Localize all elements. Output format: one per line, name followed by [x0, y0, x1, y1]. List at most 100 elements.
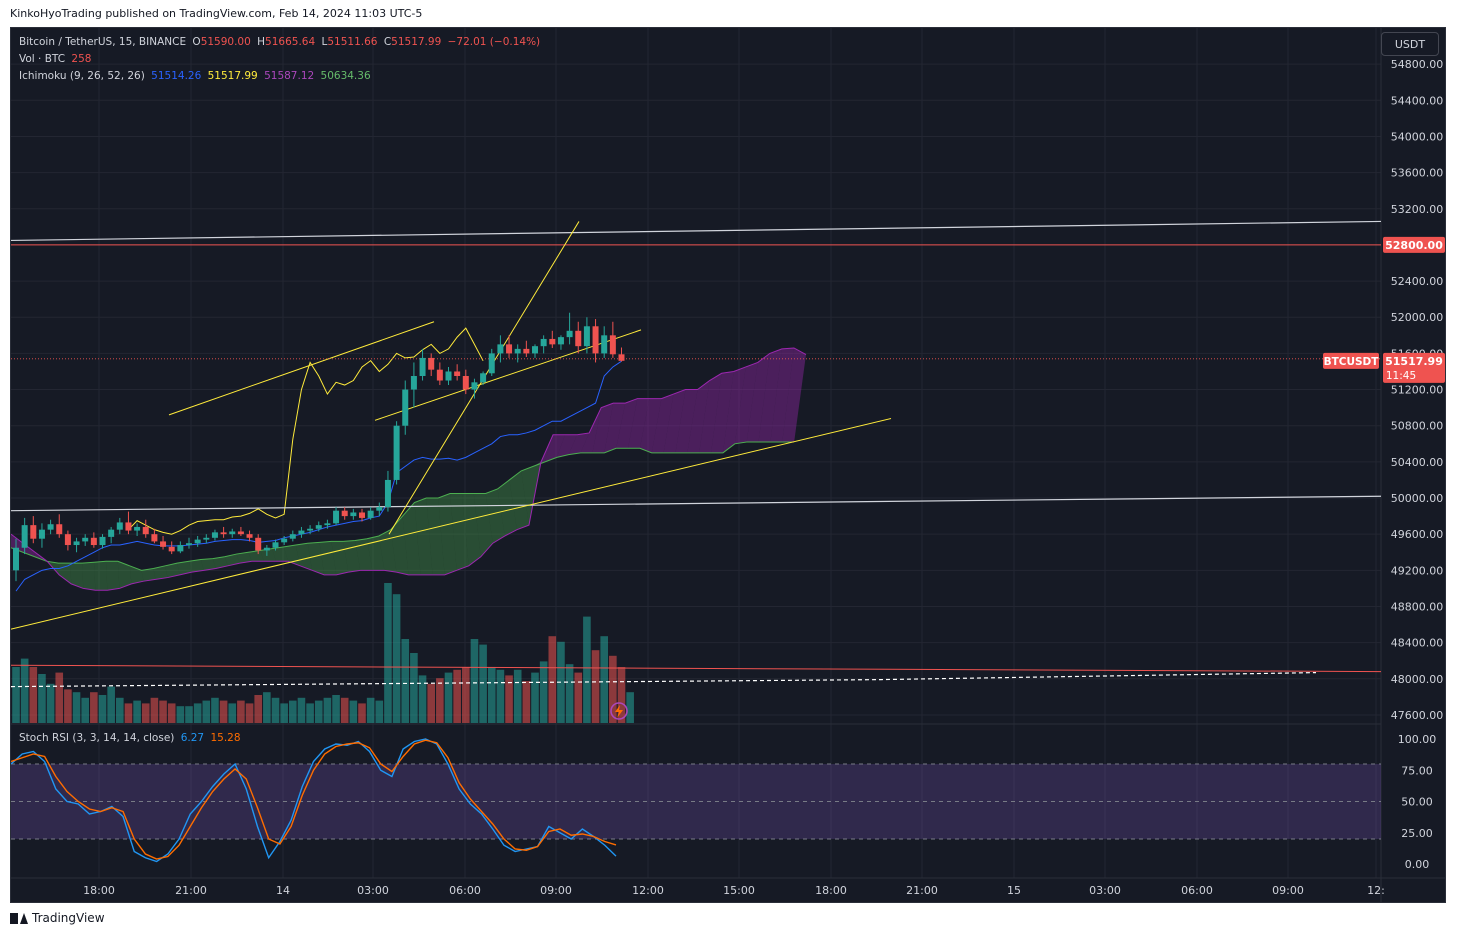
volume-bar — [98, 695, 107, 723]
candle-body — [272, 542, 279, 548]
ichimoku-cloud-segment — [616, 398, 638, 449]
ichimoku-cloud-segment — [556, 434, 578, 458]
ichimoku-label[interactable]: Ichimoku (9, 26, 52, 26) — [19, 70, 145, 82]
volume-bar — [617, 667, 626, 723]
ichimoku-cloud-segment — [734, 362, 758, 444]
ichimoku-cloud-segment — [758, 348, 782, 442]
ichimoku-cloud-segment — [699, 373, 722, 453]
ichimoku-cloud-segment — [70, 563, 84, 589]
ichimoku-cloud-segment — [521, 461, 541, 526]
ichimoku-cloud-segment — [212, 556, 228, 569]
volume-bar — [349, 700, 358, 723]
symbol-title[interactable]: Bitcoin / TetherUS, 15, BINANCE — [19, 36, 187, 48]
volume-bar — [64, 689, 72, 723]
ichimoku-cloud-segment — [188, 559, 204, 573]
candle-body — [307, 528, 314, 531]
candle-body — [134, 526, 141, 531]
level-price-label: 52800.00 — [1385, 239, 1443, 252]
price-tick-label: 49600.00 — [1391, 528, 1444, 541]
volume-bar — [609, 655, 617, 723]
volume-bar — [237, 700, 245, 723]
ichimoku-lead-b-value: 51587.12 — [264, 70, 315, 82]
ichimoku-cloud-segment — [426, 498, 445, 575]
candle-body — [462, 376, 469, 390]
ichimoku-cloud-segment — [105, 561, 120, 591]
volume-bar — [107, 686, 115, 723]
chart-frame[interactable]: 54800.00 54400.00 54000.00 53600.00 53200.00… — [10, 27, 1446, 903]
symbol-tag-label: BTCUSDT — [1324, 356, 1380, 368]
candle-body — [376, 507, 383, 511]
volume-bar — [548, 636, 557, 723]
open-value: 51590.00 — [200, 36, 251, 48]
candle-body — [471, 382, 478, 390]
volume-bar — [410, 653, 418, 723]
volume-bar — [263, 692, 271, 723]
chart-canvas[interactable]: 54800.00 54400.00 54000.00 53600.00 53200.00… — [11, 28, 1446, 903]
price-tick-label: 51200.00 — [1391, 384, 1444, 397]
low-value: 51511.66 — [327, 36, 378, 48]
stoch-legend: Stoch RSI (3, 3, 14, 14, close) 6.27 15.… — [19, 732, 244, 744]
candle-body — [384, 479, 391, 508]
candle-body — [315, 525, 322, 529]
ichimoku-cloud-segment — [129, 565, 144, 584]
ichimoku-cloud-segment — [639, 398, 662, 453]
volume-bar — [539, 661, 548, 723]
ichimoku-cloud-segment — [94, 561, 108, 591]
candle-body — [480, 373, 487, 383]
volume-bar — [487, 667, 496, 723]
candle-body — [151, 534, 158, 542]
price-tick-label: 50400.00 — [1391, 456, 1444, 469]
candle-body — [419, 357, 426, 376]
volume-bar — [418, 675, 427, 723]
price-tick-label: 52000.00 — [1391, 311, 1444, 324]
chart-background — [11, 28, 1445, 902]
stoch-tick-label: 25.00 — [1401, 827, 1433, 840]
volume-bar — [436, 678, 444, 723]
time-tick-label: 12:00 — [632, 884, 664, 897]
ichimoku-cloud-segment — [485, 488, 505, 544]
ichimoku-cloud-segment — [117, 561, 132, 589]
time-tick-label: 12: — [1367, 884, 1385, 897]
volume-bar — [280, 703, 288, 723]
candle-body — [281, 538, 288, 543]
resistance-trendline — [11, 220, 1382, 242]
time-tick-label: 21:00 — [906, 884, 938, 897]
candle-body — [566, 330, 573, 338]
candle-body — [436, 369, 443, 381]
ichimoku-cloud-segment — [366, 535, 385, 571]
time-tick-label: 18:00 — [815, 884, 847, 897]
ichimoku-cloud-segment — [687, 380, 710, 453]
ichimoku-cloud-segment — [236, 552, 252, 564]
candle-body — [203, 537, 210, 540]
ichimoku-cloud-segment — [260, 548, 276, 562]
time-tick-label: 09:00 — [1272, 884, 1304, 897]
volume-bar — [90, 692, 98, 723]
candle-body — [220, 532, 227, 535]
volume-label[interactable]: Vol · BTC — [19, 53, 66, 65]
volume-bar — [323, 697, 332, 723]
volume-bar — [505, 675, 513, 723]
volume-bar — [150, 697, 159, 723]
volume-bar — [159, 700, 167, 723]
ichimoku-cloud-segment — [165, 563, 180, 578]
price-tick-label: 50800.00 — [1391, 420, 1444, 433]
volume-ma-line — [11, 672, 1317, 688]
volume-bar — [427, 683, 435, 723]
volume-bar — [20, 658, 29, 723]
volume-bar — [211, 697, 219, 723]
ichimoku-cloud-segment — [402, 502, 421, 575]
volume-legend: Vol · BTC 258 — [19, 53, 94, 65]
candle-body — [350, 512, 357, 517]
low-label: L — [321, 36, 328, 48]
ichimoku-cloud-segment — [746, 353, 770, 442]
currency-unit-button[interactable]: USDT — [1381, 32, 1439, 56]
stoch-label[interactable]: Stoch RSI (3, 3, 14, 14, close) — [19, 732, 175, 744]
ichimoku-cloud-segment — [82, 562, 96, 591]
ichimoku-cloud-segment — [461, 493, 481, 566]
ichimoku-cloud-segment — [675, 389, 698, 453]
volume-bar — [12, 667, 20, 723]
volume-bar — [375, 700, 384, 723]
price-tick-label: 53200.00 — [1391, 203, 1444, 216]
candle-body — [38, 529, 45, 539]
ichimoku-cloud-segment — [355, 538, 373, 571]
